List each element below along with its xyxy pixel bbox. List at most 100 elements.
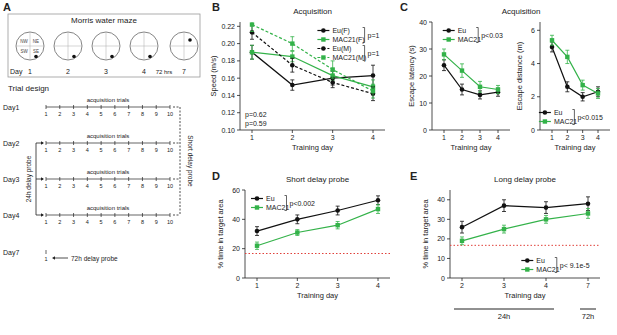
trial-number: 2 [58, 219, 61, 225]
data-point [330, 67, 334, 71]
trial-number: 2 [58, 111, 61, 117]
trial-number: 1 [44, 111, 47, 117]
error-cap [295, 214, 299, 215]
trial-number: 4 [86, 183, 89, 189]
x-tick [252, 130, 253, 133]
bracket [286, 196, 287, 211]
x-tick-label: 4 [496, 134, 500, 141]
legend-label: MAC21 [536, 266, 559, 273]
y-tick-label: 2 [531, 93, 535, 100]
pool [170, 32, 198, 60]
legend-marker [255, 196, 260, 201]
trial-tick [156, 213, 157, 217]
annotation: p=1 [368, 50, 380, 58]
data-point [250, 50, 254, 54]
legend-marker [321, 37, 325, 41]
trial-tick [156, 141, 157, 145]
bracket [173, 215, 180, 216]
x-tick [292, 130, 293, 133]
day-number: 2 [66, 68, 70, 75]
trial-tick [170, 105, 171, 109]
data-point [586, 211, 590, 215]
bracket [574, 110, 575, 125]
trial-tick [142, 141, 143, 145]
annotation: p=1 [368, 32, 380, 40]
data-point [460, 87, 465, 92]
trial-number: 10 [167, 147, 173, 153]
trial-tick [59, 213, 60, 217]
error-cap [544, 201, 548, 202]
trial-tick [87, 141, 88, 145]
error-cap [255, 235, 259, 236]
bracket [363, 60, 365, 61]
data-point [255, 229, 260, 234]
error-cap [460, 84, 464, 85]
x-tick [498, 130, 499, 133]
trial-number: 7 [127, 111, 130, 117]
y-tick [237, 95, 240, 96]
x-axis-label: Training day [292, 143, 333, 152]
error-cap [371, 79, 375, 80]
panel-letter: D [212, 170, 220, 182]
y-axis [450, 190, 451, 278]
data-point [586, 201, 591, 206]
trial-number: 6 [113, 219, 116, 225]
quadrant-line [106, 32, 107, 60]
error-cap [581, 92, 585, 93]
error-cap [442, 49, 446, 50]
bracket [555, 272, 557, 273]
legend-label: MAC21 [266, 204, 289, 211]
error-cap [478, 92, 482, 93]
data-point [335, 223, 339, 227]
x-tick [588, 278, 589, 281]
probe-label: Short delay probe [186, 135, 194, 187]
legend-label: MAC21(F) [332, 36, 364, 44]
error-cap [502, 225, 506, 226]
trial-number: 3 [72, 219, 75, 225]
error-cap [502, 199, 506, 200]
error-cap [460, 94, 464, 95]
timeline [46, 107, 170, 108]
data-point [255, 244, 259, 248]
trial-number: 10 [167, 183, 173, 189]
x-tick [257, 278, 258, 281]
arrowhead [41, 213, 44, 217]
bracket [363, 42, 365, 43]
quadrant-line [30, 32, 31, 60]
annotation: p=0.62 [245, 111, 267, 119]
trial-number: 6 [113, 111, 116, 117]
y-tick-label: 0.16 [221, 75, 235, 82]
section-title: Trial design [8, 84, 49, 93]
reference-line [245, 253, 390, 254]
series-line [462, 213, 588, 240]
error-cap [371, 84, 375, 85]
legend-label: Eu(F) [332, 27, 350, 35]
trial-number: 2 [58, 147, 61, 153]
trial-tick [59, 177, 60, 181]
series-line [252, 52, 373, 85]
x-tick [373, 130, 374, 133]
data-point [544, 217, 548, 221]
error-cap [336, 221, 340, 222]
series-line [444, 54, 498, 89]
y-tick [237, 78, 240, 79]
bracket [285, 195, 287, 196]
error-cap [371, 98, 375, 99]
x-tick-label: 4 [376, 282, 380, 289]
error-cap [565, 63, 569, 64]
error-cap [586, 196, 590, 197]
data-point [580, 83, 584, 87]
trial-tick [156, 105, 157, 109]
bracket [173, 179, 180, 180]
trial-number: 1 [44, 256, 47, 262]
error-cap [295, 223, 299, 224]
platform [72, 55, 76, 59]
y-tick-label: 0.10 [221, 127, 235, 134]
error-cap [250, 31, 254, 32]
error-cap [460, 221, 464, 222]
x-axis [540, 130, 610, 131]
y-axis-label: % time in target area [216, 199, 225, 269]
trial-tick [87, 177, 88, 181]
x-tick [337, 278, 338, 281]
x-tick-label: 1 [250, 134, 254, 141]
